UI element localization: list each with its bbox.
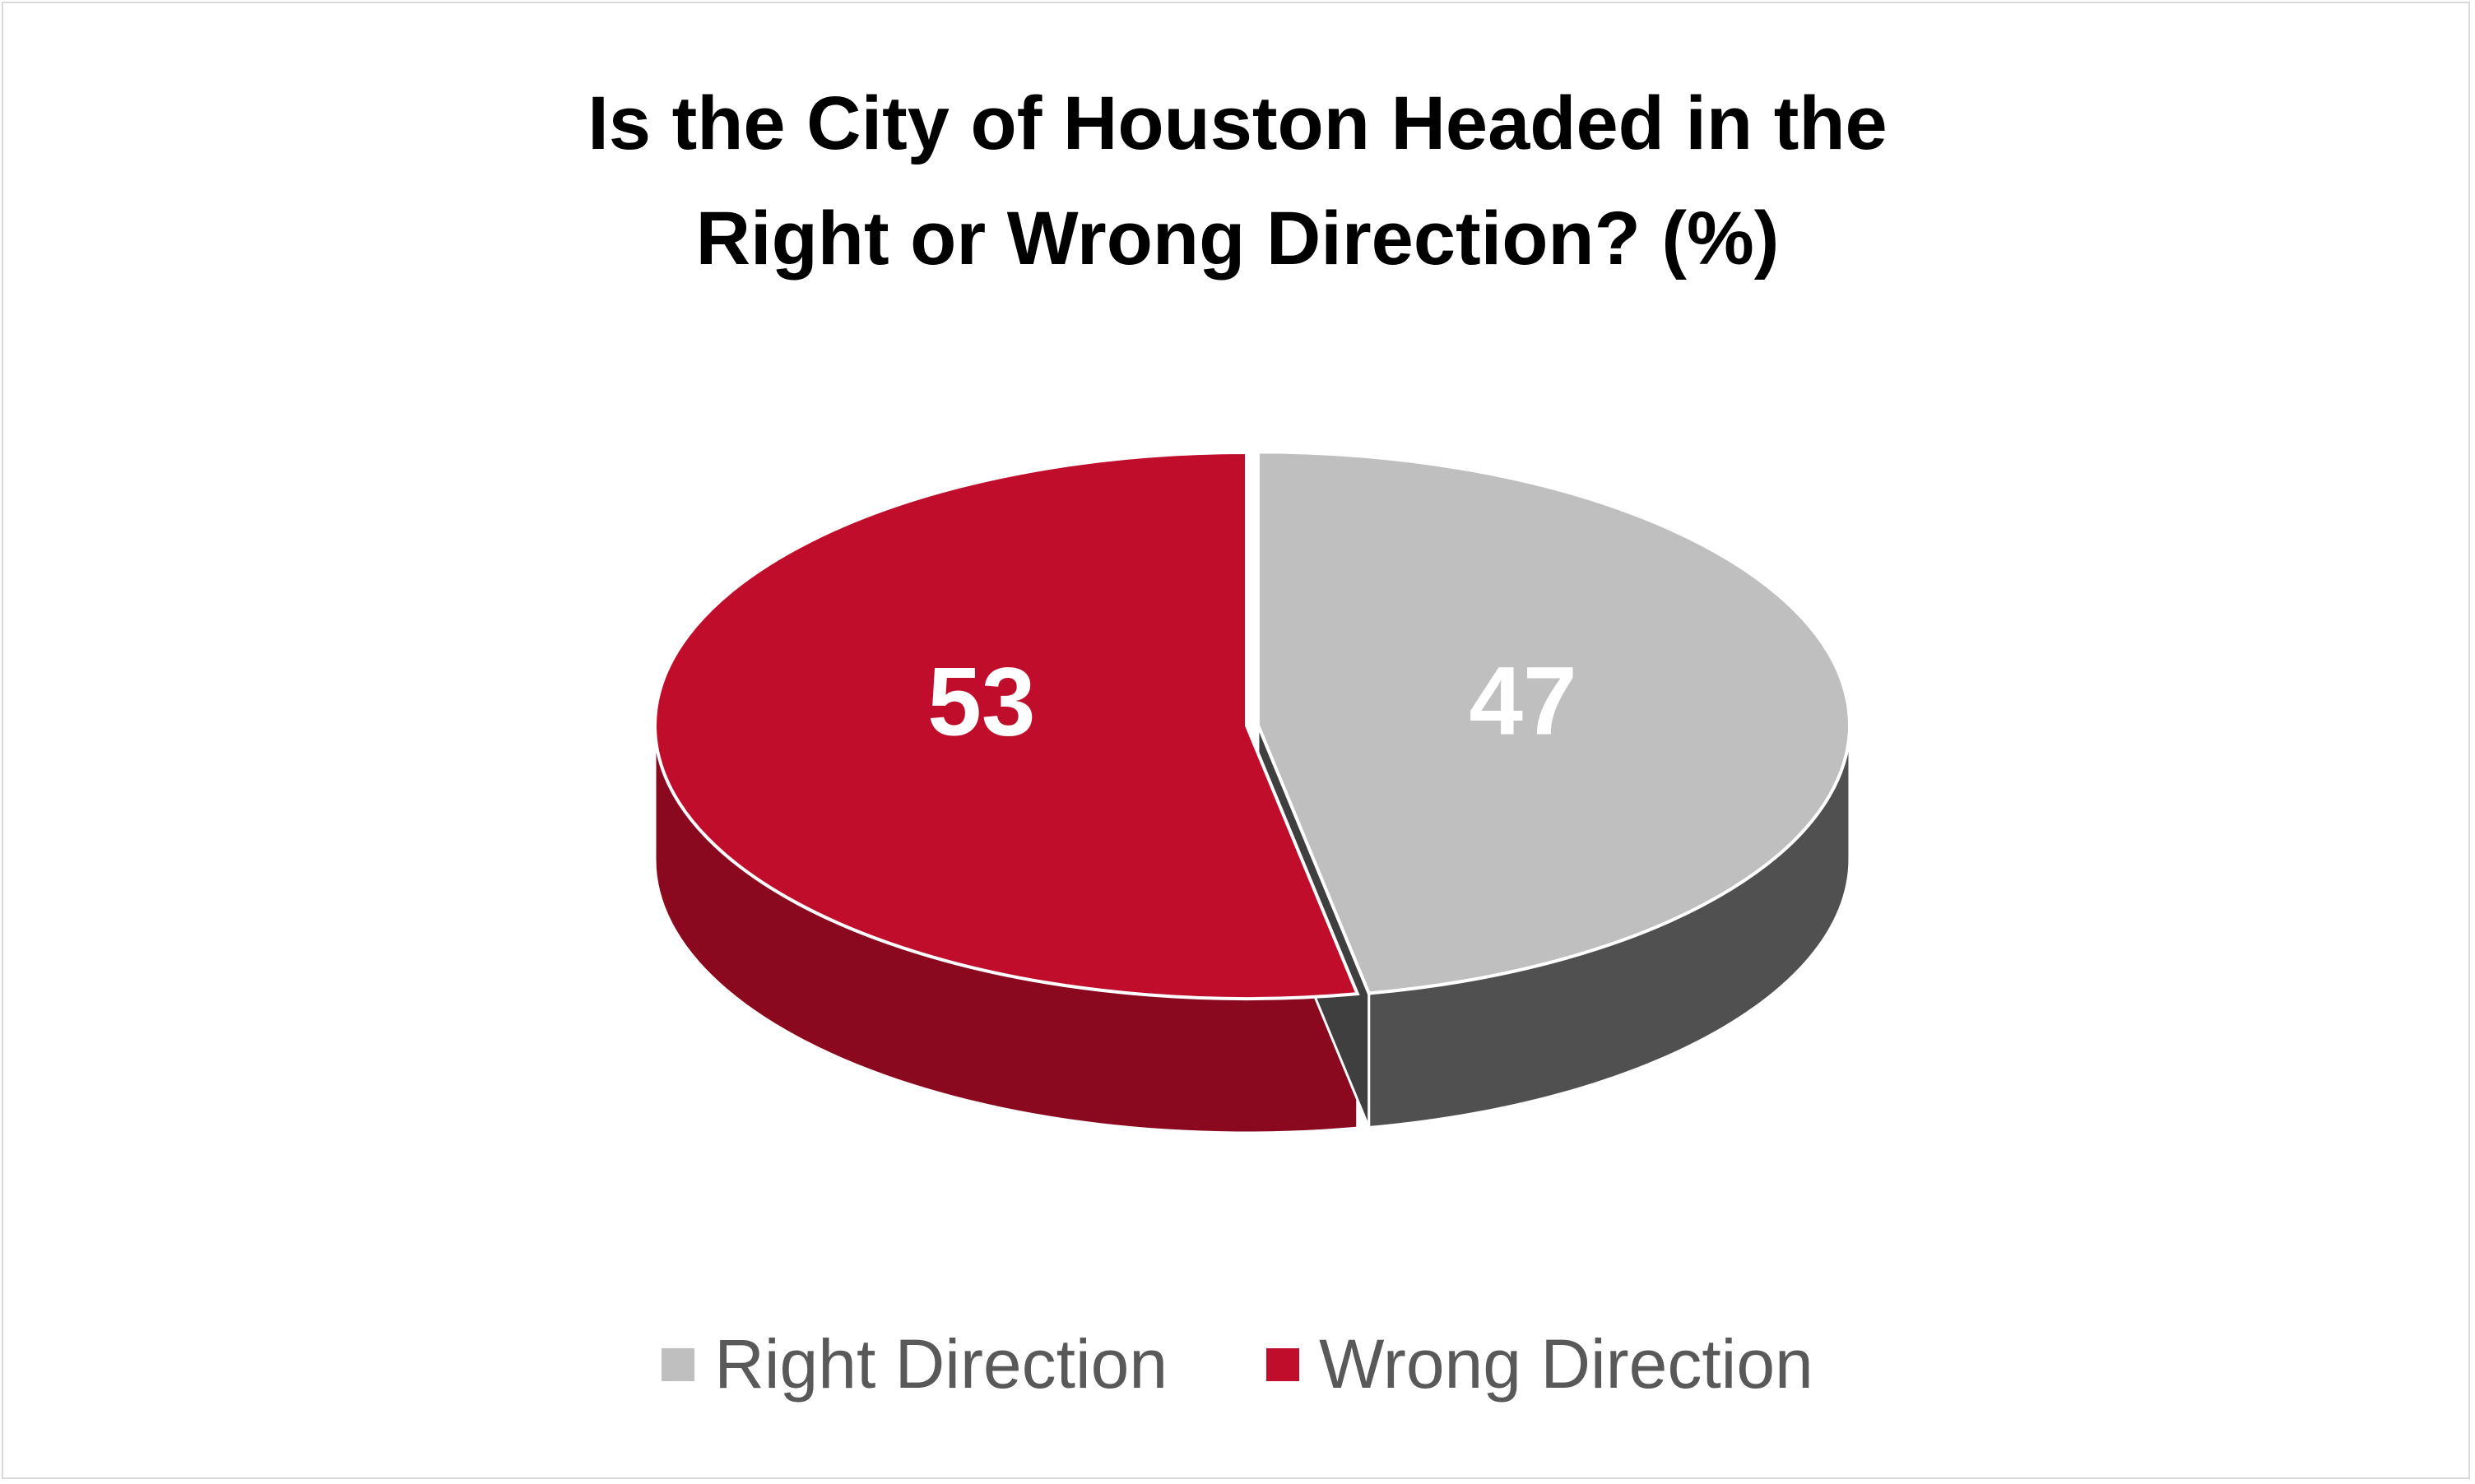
chart-title: Is the City of Houston Headed in the Rig… [587, 81, 1888, 281]
legend: Right Direction Wrong Direction [0, 1324, 2475, 1404]
legend-label: Right Direction [714, 1325, 1168, 1403]
legend-item: Wrong Direction [1266, 1324, 1813, 1404]
legend-label: Wrong Direction [1319, 1325, 1813, 1403]
pie-slice [653, 450, 1360, 1000]
legend-item: Right Direction [662, 1324, 1168, 1404]
chart: 47 53 [653, 450, 1851, 1133]
data-label: 53 [927, 647, 1035, 756]
pie-slice [1256, 450, 1851, 995]
data-label: 47 [1469, 647, 1576, 756]
legend-swatch [1266, 1347, 1300, 1381]
legend-swatch [662, 1347, 695, 1381]
